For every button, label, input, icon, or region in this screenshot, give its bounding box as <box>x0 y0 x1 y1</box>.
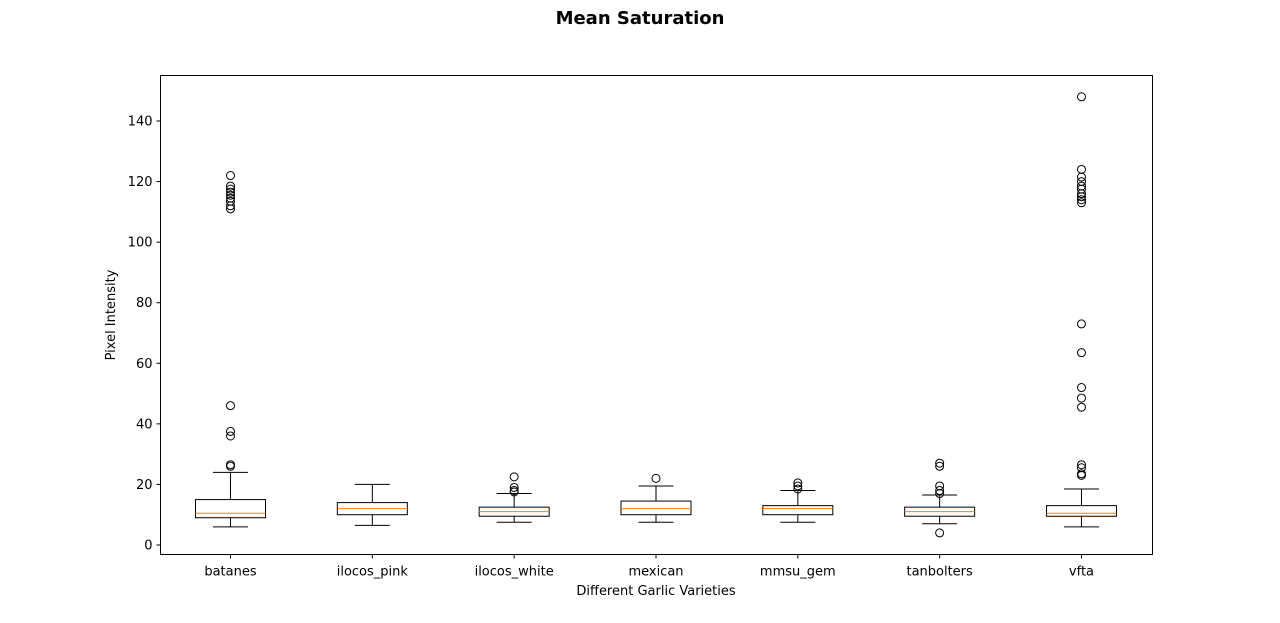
outlier-point <box>509 472 519 482</box>
plot-frame <box>160 75 1153 555</box>
y-tick-label: 0 <box>144 539 152 554</box>
iqr-box <box>195 499 266 519</box>
outlier-point <box>226 184 235 194</box>
outlier-point <box>935 485 945 495</box>
iqr-box <box>762 505 834 516</box>
outlier-point <box>793 481 803 491</box>
outlier-point <box>226 401 235 411</box>
outlier-point <box>509 485 519 495</box>
outlier-point <box>1076 164 1086 174</box>
outlier-point <box>935 458 945 468</box>
outlier-point <box>1076 463 1086 473</box>
outlier-point <box>1076 319 1086 329</box>
x-tick-label: ilocos_pink <box>337 565 409 580</box>
outlier-point <box>935 481 945 491</box>
y-tick-label: 100 <box>128 236 153 251</box>
box-mexican <box>620 473 692 523</box>
x-tick-label: mmsu_gem <box>760 565 836 580</box>
outlier-point <box>226 187 235 197</box>
outlier-point <box>793 478 803 488</box>
y-axis-label: Pixel Intensity <box>104 269 119 360</box>
box-ilocos_pink <box>336 483 408 526</box>
outlier-point <box>1076 460 1086 470</box>
outlier-point <box>1076 198 1086 208</box>
iqr-box <box>620 500 692 516</box>
y-tick-label: 60 <box>136 357 153 372</box>
outlier-point <box>935 528 945 538</box>
box-ilocos_white <box>478 472 550 523</box>
outlier-point <box>226 190 235 200</box>
outlier-point <box>1076 402 1086 412</box>
outlier-point <box>226 431 235 441</box>
y-tick-label: 140 <box>128 115 153 130</box>
plot-marks <box>195 92 1117 538</box>
outlier-point <box>226 196 235 206</box>
outlier-point <box>226 460 235 470</box>
outlier-point <box>226 193 235 203</box>
box-tanbolters <box>904 458 976 538</box>
outlier-point <box>1076 469 1086 479</box>
outlier-point <box>935 461 945 471</box>
box-mmsu_gem <box>762 478 834 523</box>
x-tick-label: tanbolters <box>906 565 973 580</box>
outlier-point <box>651 473 661 483</box>
outlier-point <box>1076 393 1086 403</box>
outlier-point <box>1076 92 1086 102</box>
box-batanes <box>195 171 266 528</box>
outlier-point <box>226 181 235 191</box>
outlier-point <box>1076 383 1086 393</box>
chart-title: Mean Saturation <box>555 8 725 29</box>
outlier-point <box>226 171 235 181</box>
y-axis-ticks: 0 20 40 60 80 100 120 140 <box>128 115 161 554</box>
box-vfta <box>1045 92 1117 528</box>
y-tick-label: 20 <box>136 478 153 493</box>
x-axis-label: Different Garlic Varieties <box>576 584 736 599</box>
outlier-point <box>1076 195 1086 205</box>
outlier-point <box>226 426 235 436</box>
x-tick-label: batanes <box>204 565 257 580</box>
outlier-point <box>1076 177 1086 187</box>
y-tick-label: 40 <box>136 417 153 432</box>
outlier-point <box>1076 181 1086 191</box>
y-tick-label: 120 <box>128 175 153 190</box>
outlier-point <box>793 484 803 494</box>
x-tick-label: ilocos_white <box>475 565 554 580</box>
y-tick-label: 80 <box>136 296 153 311</box>
outlier-point <box>509 482 519 492</box>
x-tick-label: vfta <box>1069 565 1094 580</box>
iqr-box <box>1045 505 1117 517</box>
outlier-point <box>1076 348 1086 358</box>
x-tick-label: mexican <box>628 565 683 580</box>
x-axis-ticks: batanes ilocos_pink ilocos_white mexican mms… <box>204 554 1094 580</box>
outlier-point <box>1076 172 1086 182</box>
